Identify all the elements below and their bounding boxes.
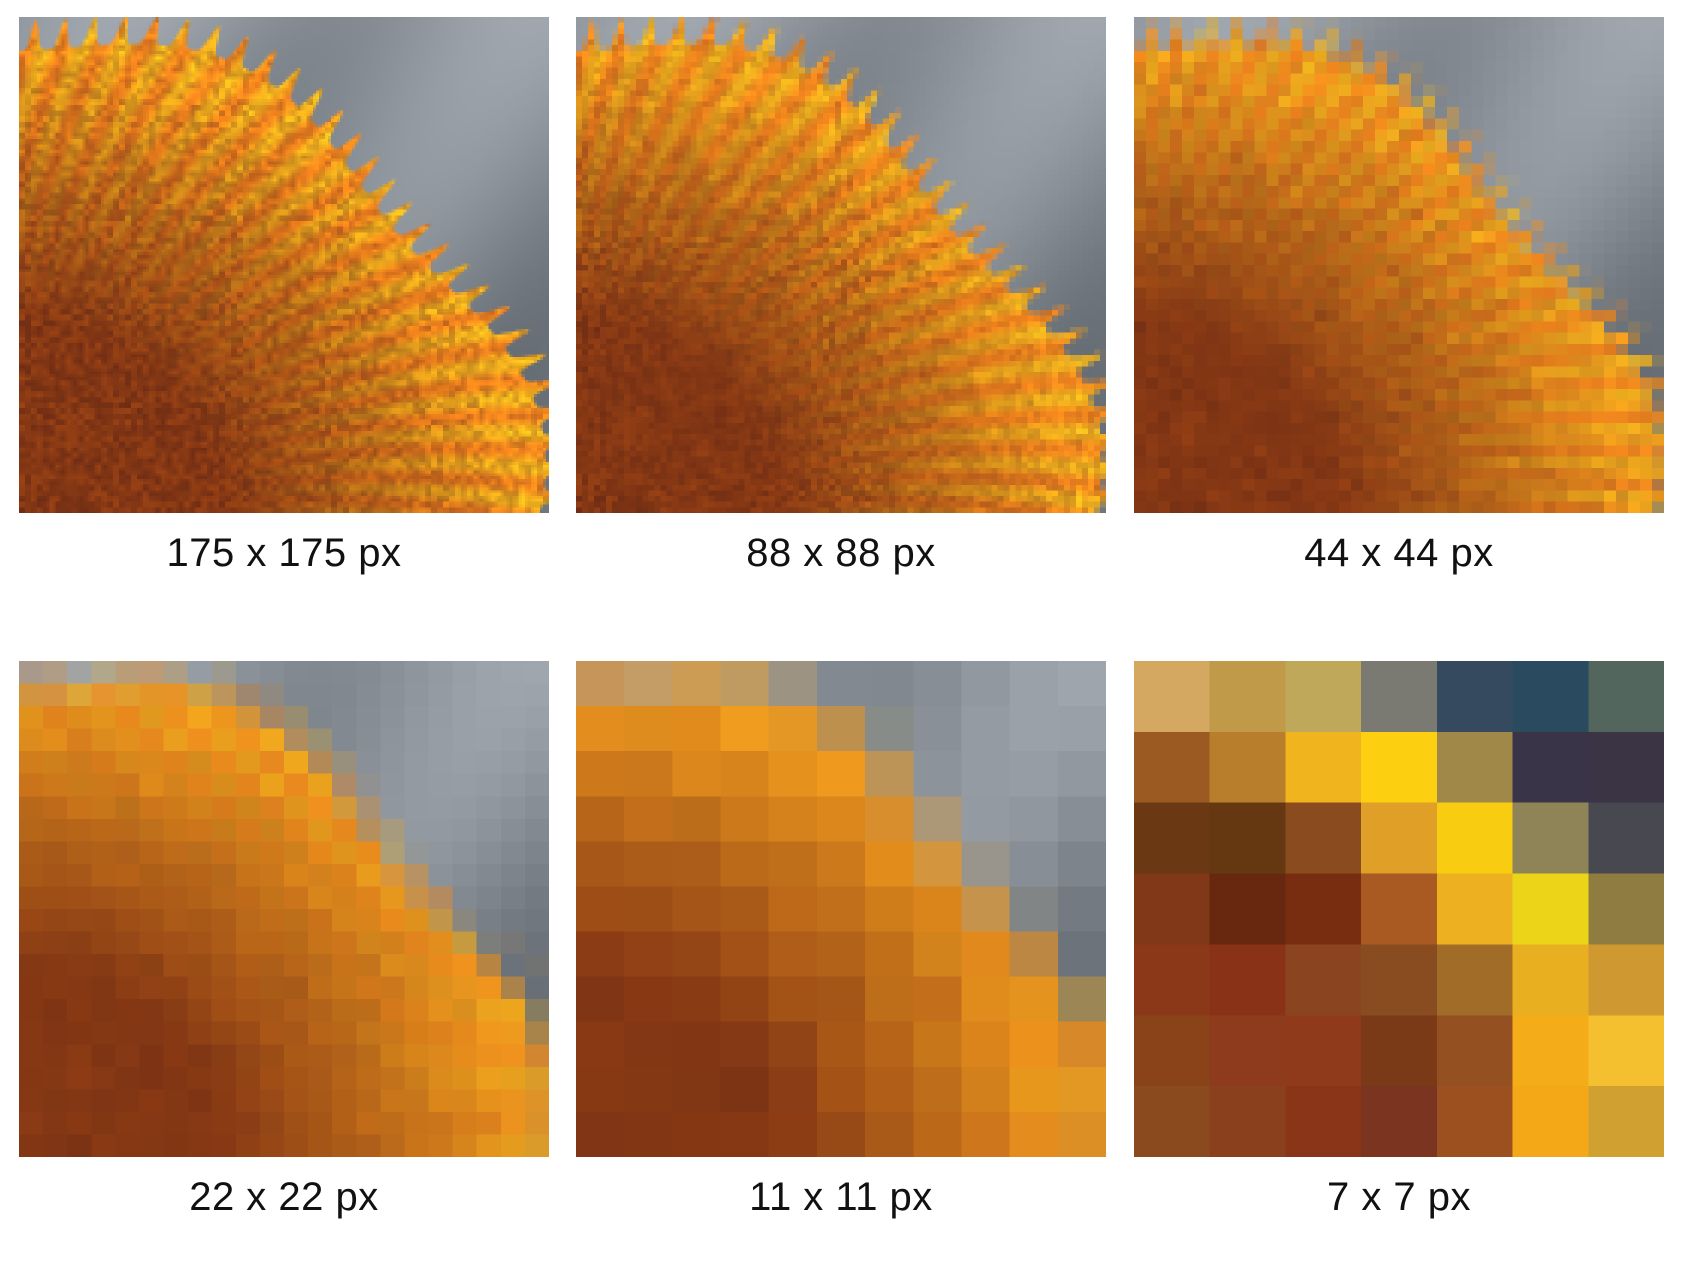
- caption: 88 x 88 px: [746, 531, 936, 575]
- panel-11: 11 x 11 px: [576, 661, 1106, 1220]
- sunflower-image-11: [576, 661, 1106, 1157]
- panel-44: 44 x 44 px: [1134, 17, 1664, 576]
- caption: 7 x 7 px: [1326, 1175, 1472, 1219]
- sunflower-image-44: [1134, 17, 1664, 513]
- sunflower-image-88: [576, 17, 1106, 513]
- caption: 22 x 22 px: [189, 1175, 379, 1219]
- sunflower-image-7: [1134, 661, 1664, 1157]
- panel-175: 175 x 175 px: [19, 17, 549, 576]
- panel-22: 22 x 22 px: [19, 661, 549, 1220]
- panel-7: 7 x 7 px: [1134, 661, 1664, 1220]
- sunflower-image-175: [19, 17, 549, 513]
- caption: 44 x 44 px: [1304, 531, 1494, 575]
- panel-88: 88 x 88 px: [576, 17, 1106, 576]
- caption: 175 x 175 px: [166, 531, 402, 575]
- caption: 11 x 11 px: [749, 1175, 933, 1219]
- sunflower-image-22: [19, 661, 549, 1157]
